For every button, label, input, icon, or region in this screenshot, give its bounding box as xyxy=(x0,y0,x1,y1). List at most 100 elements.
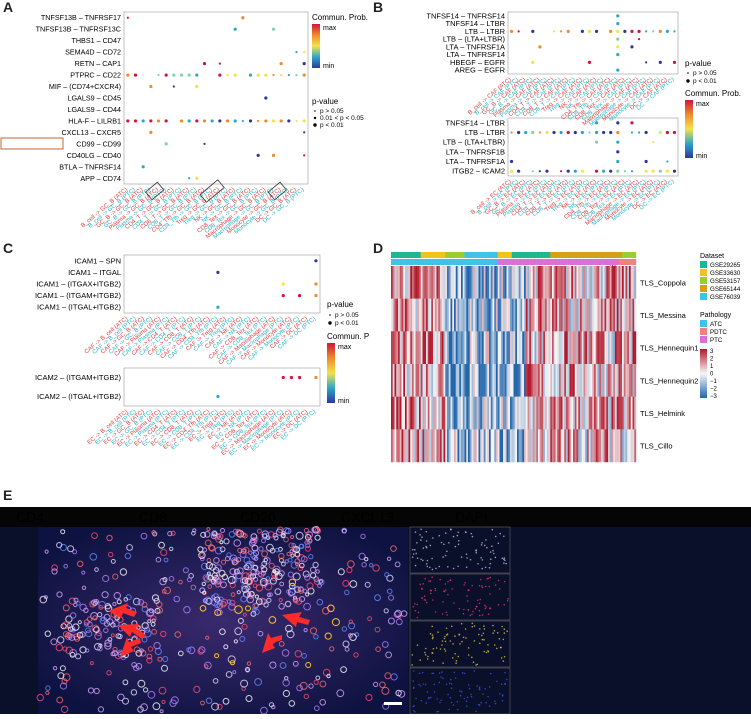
heat-cell-5-81 xyxy=(532,429,535,463)
cell-595 xyxy=(83,622,89,627)
dataset-cell-19 xyxy=(424,252,427,258)
heat-cell-2-87 xyxy=(543,331,546,365)
heat-cell-5-72 xyxy=(517,429,519,463)
heat-cell-5-28 xyxy=(440,429,442,463)
heat-cell-0-68 xyxy=(510,266,512,299)
heat-cell-4-31 xyxy=(445,396,448,430)
inset-2-dot-58 xyxy=(444,650,447,652)
heat-cell-4-51 xyxy=(480,396,483,430)
heat-cell-5-36 xyxy=(454,429,456,463)
inset-2-dot-4 xyxy=(455,660,458,662)
dataset-swatch-1 xyxy=(700,269,707,276)
panel-d-row-label-2: TLS_Hennequin1 xyxy=(640,344,698,353)
panel-a-row-label-10: CXCL13 – CXCR5 xyxy=(61,128,121,137)
heat-cell-5-56 xyxy=(489,429,491,463)
cell-424 xyxy=(297,586,305,594)
cell-311 xyxy=(288,700,296,707)
heat-cell-4-73 xyxy=(518,396,521,430)
dataset-cell-134 xyxy=(625,252,628,258)
heat-cell-3-78 xyxy=(527,364,530,397)
inset-1-dot-17 xyxy=(434,589,437,592)
panel-c-top-dot-5 xyxy=(297,294,302,298)
inset-3-dot-37 xyxy=(473,670,476,672)
heat-cell-0-88 xyxy=(545,266,547,299)
panel-c-bot-dot-2 xyxy=(297,375,302,380)
heat-cell-1-72 xyxy=(517,298,519,332)
cell-193 xyxy=(341,626,348,632)
pathology-cell-77 xyxy=(525,259,528,265)
dataset-cell-97 xyxy=(560,252,563,258)
heat-cell-0-136 xyxy=(629,266,631,299)
heat-cell-1-82 xyxy=(534,298,537,332)
inset-0-dot-20 xyxy=(444,554,447,557)
inset-2-dot-15 xyxy=(481,634,483,637)
inset-1-dot-1 xyxy=(447,580,449,583)
pathology-cell-40 xyxy=(461,259,463,265)
inset-0-dot-52 xyxy=(494,535,497,538)
heat-cell-2-109 xyxy=(581,331,584,365)
cell-478 xyxy=(59,665,66,672)
heat-cell-4-12 xyxy=(412,396,414,430)
cell-598 xyxy=(241,585,249,594)
pathology-cell-110 xyxy=(583,259,586,265)
panel-b-top-dot-2 xyxy=(531,29,535,33)
panel-d-row-label-4: TLS_Helmink xyxy=(640,409,685,418)
inset-0-dot-39 xyxy=(503,557,506,559)
panel-b-top-dot-26 xyxy=(616,22,620,26)
heat-cell-0-93 xyxy=(553,266,556,299)
cell-506 xyxy=(290,535,295,540)
heat-cell-2-25 xyxy=(434,331,437,365)
panel-a-dot-48 xyxy=(248,119,253,123)
panel-a-dot-36 xyxy=(149,119,153,123)
heat-cell-4-120 xyxy=(601,396,603,430)
cell-410 xyxy=(208,544,215,551)
heat-cell-3-96 xyxy=(559,364,561,397)
heat-cell-2-74 xyxy=(520,331,523,365)
inset-3-dot-8 xyxy=(467,684,470,686)
cell-491 xyxy=(313,679,319,685)
heat-cell-3-59 xyxy=(494,364,497,397)
cell-367 xyxy=(208,544,216,552)
heat-cell-0-126 xyxy=(611,266,614,299)
heat-cell-5-108 xyxy=(580,429,582,463)
heat-cell-1-130 xyxy=(618,298,621,332)
inset-0-dot-76 xyxy=(425,530,428,533)
dataset-cell-113 xyxy=(588,252,591,258)
inset-2-dot-44 xyxy=(467,654,470,656)
heat-cell-0-37 xyxy=(455,266,458,299)
panel-d-pathology-legend-title: Pathology xyxy=(700,312,732,319)
pathology-cell-84 xyxy=(538,259,540,265)
heat-cell-1-61 xyxy=(497,298,500,332)
inset-0-dot-57 xyxy=(415,552,418,555)
cell-474 xyxy=(227,576,236,584)
heat-cell-1-32 xyxy=(447,298,449,332)
cell-581 xyxy=(219,546,226,553)
panel-c-pvalue-2: p < 0.01 xyxy=(335,320,359,327)
cell-429 xyxy=(205,697,213,704)
heat-cell-5-115 xyxy=(592,429,595,463)
cell-314 xyxy=(254,678,263,686)
heat-cell-3-60 xyxy=(496,364,498,397)
heat-cell-4-78 xyxy=(527,396,530,430)
cell-519 xyxy=(215,564,222,572)
cell-276 xyxy=(299,562,305,569)
cell-178 xyxy=(287,557,293,563)
inset-0-dot-21 xyxy=(503,535,505,538)
pathology-cell-93 xyxy=(553,259,556,265)
heat-cell-1-42 xyxy=(464,298,467,332)
cell-271 xyxy=(361,562,367,568)
cell-607 xyxy=(239,636,246,642)
cell-589 xyxy=(240,584,247,590)
inset-3-dot-49 xyxy=(470,693,473,696)
heat-cell-5-65 xyxy=(504,429,507,463)
heat-cell-2-37 xyxy=(455,331,458,365)
panel-a-dot-42 xyxy=(202,119,207,123)
heat-cell-4-104 xyxy=(573,396,575,430)
inset-0-dot-59 xyxy=(429,544,432,547)
heat-cell-0-77 xyxy=(525,266,528,299)
dataset-cell-81 xyxy=(532,252,535,258)
heat-cell-3-79 xyxy=(529,364,532,397)
cell-334 xyxy=(225,671,233,678)
dataset-cell-69 xyxy=(511,252,514,258)
heat-cell-2-114 xyxy=(590,331,593,365)
